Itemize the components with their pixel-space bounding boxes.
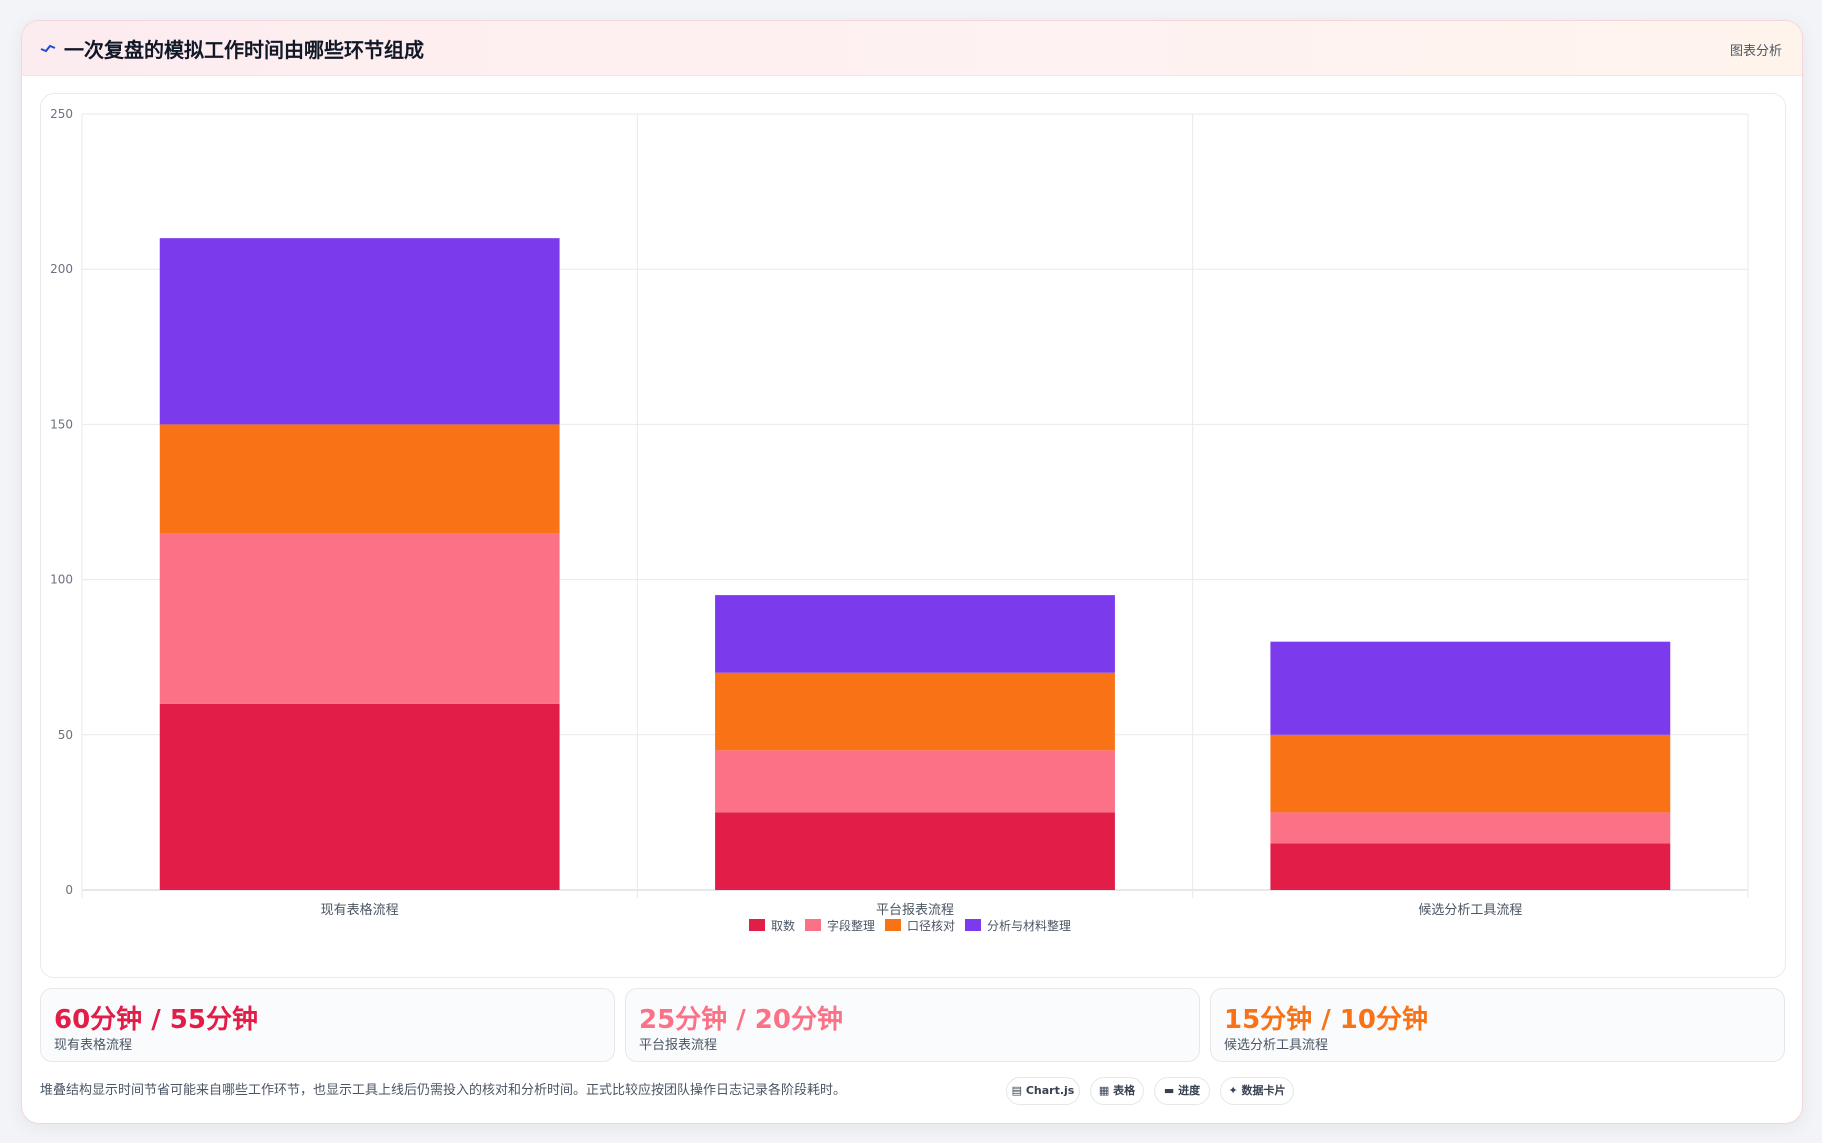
chart-card: 一次复盘的模拟工作时间由哪些环节组成 图表分析 0 50 100 150 200 250 现… bbox=[21, 20, 1803, 1124]
legend-label: 字段整理 bbox=[827, 918, 875, 933]
bar-segment bbox=[715, 812, 1115, 890]
y-tick-label: 100 bbox=[50, 573, 73, 587]
trend-line-icon bbox=[40, 44, 56, 53]
y-tick-label: 200 bbox=[50, 262, 73, 276]
chart-container: 0 50 100 150 200 250 现有表格流程 平台报表流程 候选分析工具流程取数 字段整… bbox=[40, 93, 1786, 978]
legend-swatch bbox=[885, 919, 901, 931]
bar-segment bbox=[715, 672, 1115, 751]
bar-segment bbox=[1270, 843, 1671, 890]
card-header: 一次复盘的模拟工作时间由哪些环节组成 图表分析 bbox=[22, 21, 1802, 76]
page-title: 一次复盘的模拟工作时间由哪些环节组成 bbox=[64, 38, 424, 62]
bar-segment bbox=[1270, 734, 1671, 813]
bar-segment bbox=[159, 238, 560, 425]
stat-card: 60分钟 / 55分钟 现有表格流程 bbox=[40, 988, 615, 1062]
stat-label: 平台报表流程 bbox=[639, 1038, 718, 1053]
tag-data-card[interactable]: ✦ 数据卡片 bbox=[1220, 1077, 1294, 1105]
tag-chartjs[interactable]: ▤ Chart.js bbox=[1006, 1077, 1080, 1105]
legend-label: 分析与材料整理 bbox=[987, 918, 1071, 933]
legend-label: 口径核对 bbox=[907, 919, 955, 933]
stat-value: 25分钟 / 20分钟 bbox=[639, 1005, 843, 1035]
bar-segment bbox=[1270, 641, 1671, 735]
bar-segment bbox=[715, 750, 1115, 813]
stat-label: 候选分析工具流程 bbox=[1224, 1038, 1329, 1053]
legend-label: 取数 bbox=[771, 918, 795, 933]
x-tick-label: 平台报表流程 bbox=[876, 903, 954, 918]
stat-label: 现有表格流程 bbox=[54, 1038, 133, 1053]
tag-progress[interactable]: ▬ 进度 bbox=[1154, 1077, 1210, 1105]
x-tick-label: 现有表格流程 bbox=[321, 902, 399, 918]
bar-segment bbox=[715, 595, 1115, 673]
y-tick-label: 250 bbox=[50, 107, 73, 121]
y-tick-label: 0 bbox=[65, 883, 73, 897]
legend-swatch bbox=[965, 919, 981, 931]
bar-segment bbox=[1270, 812, 1671, 844]
bar-segment bbox=[159, 533, 560, 704]
bar-segment bbox=[159, 703, 560, 890]
chart-analysis-label[interactable]: 图表分析 bbox=[1729, 44, 1782, 59]
stat-card: 15分钟 / 10分钟 候选分析工具流程 bbox=[1210, 988, 1785, 1062]
stats-row: 60分钟 / 55分钟 现有表格流程 25分钟 / 20分钟 平台报表流程 15… bbox=[40, 988, 1785, 1062]
stat-value: 15分钟 / 10分钟 bbox=[1224, 1005, 1428, 1035]
y-tick-label: 50 bbox=[58, 728, 73, 742]
legend-swatch bbox=[749, 919, 765, 931]
stat-value: 60分钟 / 55分钟 bbox=[54, 1005, 258, 1035]
bar-segment bbox=[159, 424, 560, 534]
x-tick-label: 候选分析工具流程 bbox=[1418, 903, 1522, 918]
tag-table[interactable]: ▦ 表格 bbox=[1090, 1077, 1144, 1105]
footnote: 堆叠结构显示时间节省可能来自哪些工作环节，也显示工具上线后仍需投入的核对和分析时… bbox=[40, 1083, 847, 1098]
stat-card: 25分钟 / 20分钟 平台报表流程 bbox=[625, 988, 1200, 1062]
y-tick-label: 150 bbox=[50, 417, 73, 431]
legend-swatch bbox=[805, 919, 821, 931]
